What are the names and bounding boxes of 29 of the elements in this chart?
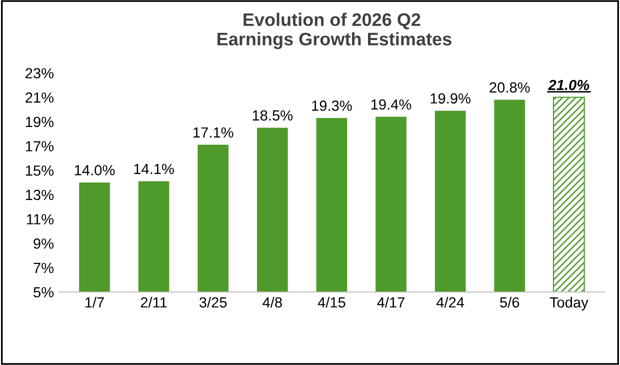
data-label: 17.1% — [194, 127, 234, 138]
y-tick-label: 15% — [26, 166, 54, 176]
y-tick-label: 17% — [26, 141, 54, 152]
chart-title: Evolution of 2026 Q2 Earnings Growth Estimates — [218, 12, 452, 50]
x-tick-label: 1/7 — [85, 296, 104, 308]
y-tick-label: 13% — [26, 190, 54, 200]
x-tick-label: 4/15 — [318, 296, 346, 308]
x-tick-label: 2/11 — [140, 296, 167, 308]
x-tick-label: 5/6 — [500, 296, 520, 308]
y-tick-label: 9% — [34, 238, 54, 249]
data-label: 20.8% — [490, 82, 530, 93]
x-tick-label: 4/17 — [377, 296, 404, 308]
x-tick-label: Today — [550, 296, 588, 310]
x-tick-label: 4/24 — [436, 296, 464, 308]
x-tick-label: 3/25 — [199, 296, 227, 308]
y-tick-label: 19% — [26, 116, 54, 128]
y-tick-label: 23% — [26, 68, 54, 78]
data-label: 14.0% — [74, 165, 115, 176]
x-tick-label: 4/8 — [262, 296, 282, 308]
data-label: 21.0% — [548, 80, 590, 90]
y-tick-label: 11% — [27, 214, 54, 224]
y-tick-label: 21% — [26, 92, 54, 103]
y-tick-label: 7% — [34, 262, 54, 274]
data-label: 18.5% — [252, 110, 293, 121]
data-label: 14.1% — [134, 164, 174, 174]
data-label: 19.3% — [312, 100, 352, 111]
data-label: 19.4% — [371, 99, 412, 110]
y-tick-label: 5% — [34, 287, 54, 298]
data-label: 19.9% — [430, 93, 470, 104]
